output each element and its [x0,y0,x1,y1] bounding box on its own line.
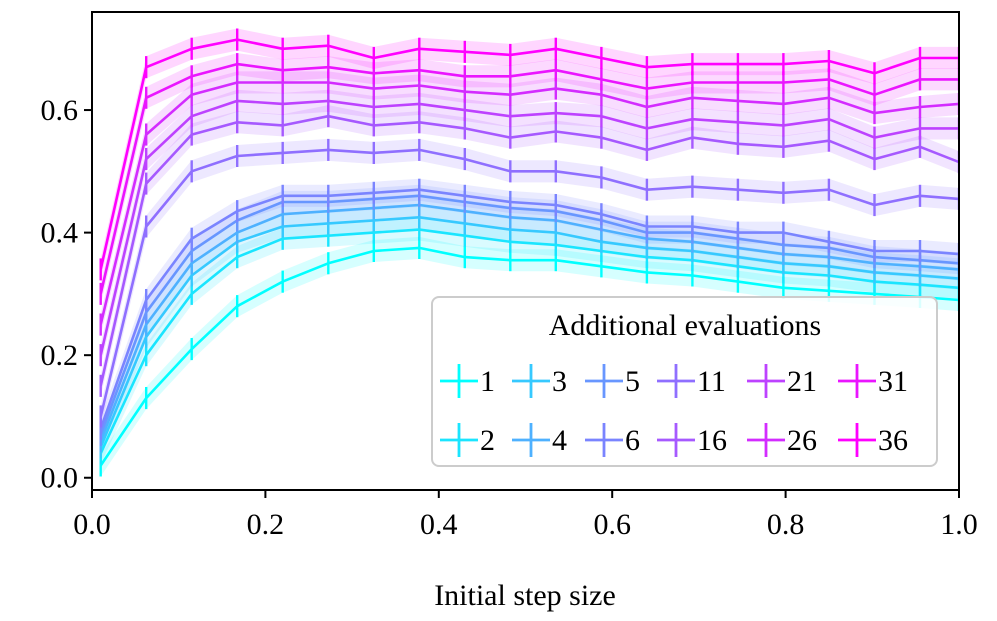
legend-label-11: 11 [697,365,726,398]
line-series-6 [99,188,959,430]
line-series-31 [99,62,959,295]
x-tick-label: 0.2 [247,508,285,541]
legend-item-2: 2 [440,423,495,457]
x-tick-label: 0.0 [73,508,111,541]
line-series-5 [99,194,959,436]
legend-label-31: 31 [878,365,908,398]
line-series-26 [99,81,959,325]
legend-label-21: 21 [787,365,817,398]
y-axis: 0.0 0.2 0.4 0.6 [41,94,92,495]
line-series-4 [99,203,959,442]
legend-item-31: 31 [838,364,908,398]
x-tick-label: 0.8 [767,508,805,541]
legend-item-4: 4 [512,423,567,457]
legend-label-3: 3 [552,365,567,398]
y-tick-label: 0.2 [41,339,79,372]
y-tick-label: 0.4 [41,217,79,250]
legend-item-1: 1 [440,364,495,398]
band-series-16 [100,105,959,397]
x-axis: 0.0 0.2 0.4 0.6 0.8 1.0 [73,490,978,541]
series-lines [99,28,959,477]
legend-item-3: 3 [512,364,567,398]
legend-item-21: 21 [747,364,817,398]
legend-item-16: 16 [657,423,727,457]
x-tick-label: 0.6 [593,508,631,541]
legend-title: Additional evaluations [549,309,821,342]
legend-item-5: 5 [585,364,640,398]
legend-label-16: 16 [697,424,727,457]
legend-label-4: 4 [552,424,567,457]
line-series-2 [99,228,959,454]
legend-label-36: 36 [878,424,908,457]
legend-entries: 1 2 3 4 5 6 11 16 21 26 31 36 [440,364,908,457]
band-series-36 [100,28,959,281]
line-series-3 [99,216,959,448]
x-axis-label: Initial step size [434,579,616,612]
line-series-16 [99,114,959,387]
line-series-36 [99,38,959,270]
plot-frame [91,11,960,491]
legend-item-36: 36 [838,423,908,457]
y-tick-label: 0.6 [41,94,79,127]
line-series-21 [99,99,959,356]
legend-label-5: 5 [625,365,640,398]
line-series-1 [99,246,959,467]
legend-item-6: 6 [585,423,640,457]
x-tick-label: 1.0 [940,508,978,541]
band-series-21 [100,89,959,367]
legend-label-1: 1 [480,365,495,398]
y-tick-label: 0.0 [41,462,79,495]
band-series-11 [100,138,959,428]
legend-label-6: 6 [625,424,640,457]
legend-label-2: 2 [480,424,495,457]
line-series-11 [99,148,959,417]
x-tick-label: 0.4 [420,508,458,541]
legend: Additional evaluations 1 2 3 4 5 6 11 16 21 26 31 3… [431,296,938,467]
legend-item-26: 26 [747,423,817,457]
legend-label-26: 26 [787,424,817,457]
legend-item-11: 11 [657,364,726,398]
